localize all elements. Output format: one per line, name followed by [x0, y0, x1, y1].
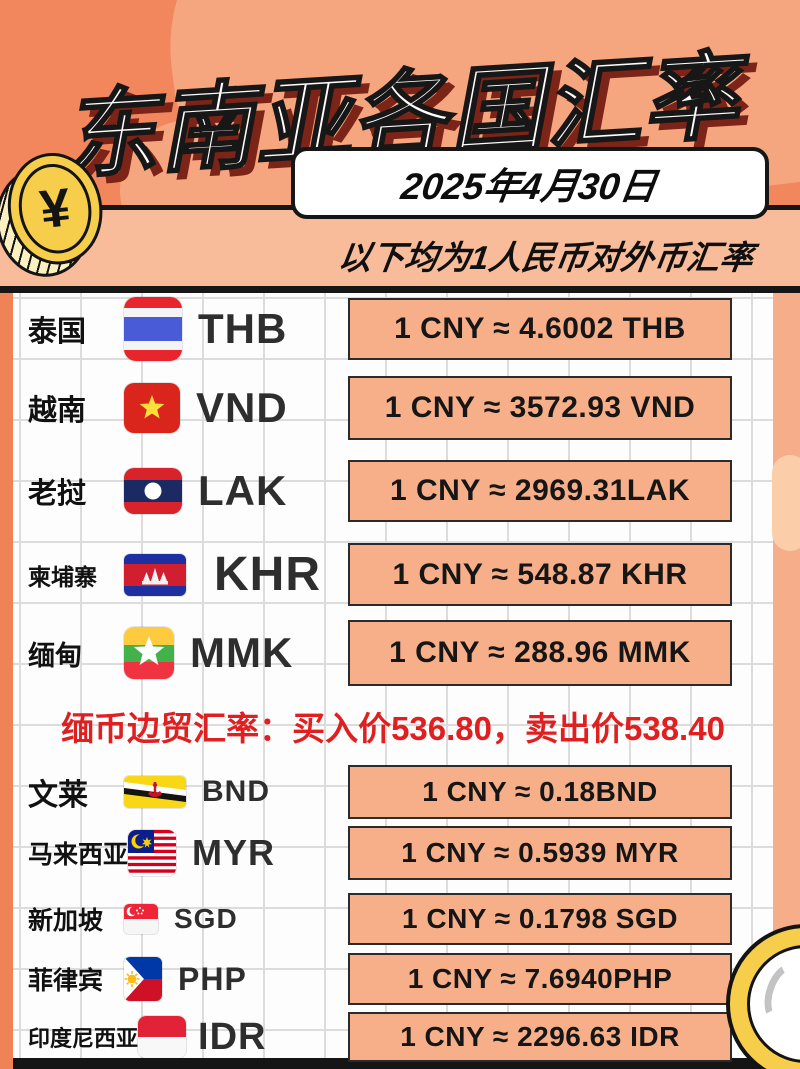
rate-value-box: 1 CNY ≈ 7.6940PHP — [348, 953, 732, 1005]
note-bold: 边贸 — [127, 710, 194, 747]
left-frame-strip — [0, 293, 13, 1069]
rate-row: 老挝 LAK 1 CNY ≈ 2969.31LAK — [13, 460, 773, 522]
malaysia-flag-icon — [128, 830, 177, 876]
currency-code: SGD — [174, 903, 238, 934]
country-label: 老挝 — [28, 478, 87, 510]
rate-row: 新加坡 SGD 1 CNY ≈ 0.1798 SGD — [13, 893, 773, 945]
rate-value-box: 1 CNY ≈ 2969.31LAK — [348, 460, 732, 522]
currency-code: MMK — [190, 629, 294, 676]
subtitle-text: 以下均为1人民币对外币汇率 — [336, 239, 756, 276]
currency-code: PHP — [178, 960, 247, 997]
rate-row: 菲律宾 PHP 1 CNY ≈ 7.6940PHP — [13, 953, 773, 1005]
currency-code: IDR — [198, 1015, 267, 1058]
singapore-flag-icon — [124, 904, 158, 934]
rate-value-box: 1 CNY ≈ 0.18BND — [348, 765, 732, 819]
rate-value-box: 1 CNY ≈ 0.1798 SGD — [348, 893, 732, 945]
philippines-flag-icon — [124, 957, 162, 1001]
note-prefix: 缅币 — [61, 710, 128, 747]
country-label: 缅甸 — [28, 640, 82, 671]
currency-code: MYR — [192, 832, 276, 873]
date-box: 2025年4月30日 — [291, 147, 769, 219]
country-label: 菲律宾 — [28, 967, 104, 995]
country-label: 印度尼西亚 — [28, 1026, 139, 1051]
rate-value-box: 1 CNY ≈ 2296.63 IDR — [348, 1012, 732, 1062]
cambodia-flag-icon — [124, 553, 186, 596]
rate-value: 1 CNY ≈ 4.6002 THB — [394, 312, 686, 345]
rate-row: 马来西亚 MYR 1 CNY ≈ 0.5939 MYR — [13, 826, 773, 880]
brunei-flag-icon — [124, 776, 186, 808]
laos-flag-icon — [124, 468, 182, 514]
rate-value: 1 CNY ≈ 2296.63 IDR — [400, 1021, 680, 1052]
rate-row: 印度尼西亚 IDR 1 CNY ≈ 2296.63 IDR — [13, 1012, 773, 1062]
border-trade-note: 缅币边贸汇率：买入价536.80，卖出价538.40 — [13, 702, 773, 750]
rate-value: 1 CNY ≈ 0.1798 SGD — [402, 903, 678, 934]
ring-coin-icon — [726, 924, 800, 1069]
rate-row: 泰国 THB 1 CNY ≈ 4.6002 THB — [13, 297, 773, 361]
subtitle: 以下均为1人民币对外币汇率 — [315, 231, 778, 279]
date-text: 2025年4月30日 — [399, 166, 660, 207]
rate-row: 文莱 BND 1 CNY ≈ 0.18BND — [13, 765, 773, 819]
rate-value-box: 1 CNY ≈ 3572.93 VND — [348, 376, 732, 440]
country-label: 泰国 — [28, 316, 87, 348]
rate-value: 1 CNY ≈ 288.96 MMK — [389, 636, 691, 669]
rate-value: 1 CNY ≈ 7.6940PHP — [407, 963, 673, 994]
yuan-symbol: ¥ — [37, 177, 74, 241]
bottom-border-bar — [13, 1058, 773, 1069]
rate-value: 1 CNY ≈ 0.5939 MYR — [401, 837, 679, 868]
currency-code: VND — [196, 384, 288, 431]
currency-code: THB — [198, 305, 288, 352]
rate-value-box: 1 CNY ≈ 4.6002 THB — [348, 298, 732, 360]
vietnam-flag-icon — [124, 383, 180, 433]
rate-value: 1 CNY ≈ 3572.93 VND — [384, 391, 696, 424]
right-strip-capsule — [772, 455, 800, 551]
currency-code: BND — [202, 775, 270, 808]
currency-code: LAK — [198, 467, 288, 514]
myanmar-flag-icon — [124, 627, 174, 679]
country-label: 文莱 — [28, 779, 88, 812]
rate-row: 柬埔寨 KHR 1 CNY ≈ 548.87 KHR — [13, 543, 773, 606]
country-label: 马来西亚 — [28, 841, 129, 869]
rate-row: 越南 VND 1 CNY ≈ 3572.93 VND — [13, 376, 773, 440]
note-rest: 汇率：买入价536.80，卖出价538.40 — [193, 710, 725, 747]
thailand-flag-icon — [124, 297, 182, 361]
country-label: 柬埔寨 — [28, 563, 97, 590]
indonesia-flag-icon — [138, 1016, 187, 1058]
rate-value: 1 CNY ≈ 0.18BND — [422, 776, 658, 807]
rate-value-box: 1 CNY ≈ 0.5939 MYR — [348, 826, 732, 880]
rate-value: 1 CNY ≈ 548.87 KHR — [392, 557, 688, 591]
rate-value-box: 1 CNY ≈ 288.96 MMK — [348, 620, 732, 686]
rate-value-box: 1 CNY ≈ 548.87 KHR — [348, 543, 732, 606]
rate-value: 1 CNY ≈ 2969.31LAK — [389, 474, 691, 507]
rate-row: 缅甸 MMK 1 CNY ≈ 288.96 MMK — [13, 620, 773, 686]
country-label: 新加坡 — [28, 907, 104, 935]
country-label: 越南 — [28, 395, 87, 427]
currency-code: KHR — [214, 548, 321, 601]
